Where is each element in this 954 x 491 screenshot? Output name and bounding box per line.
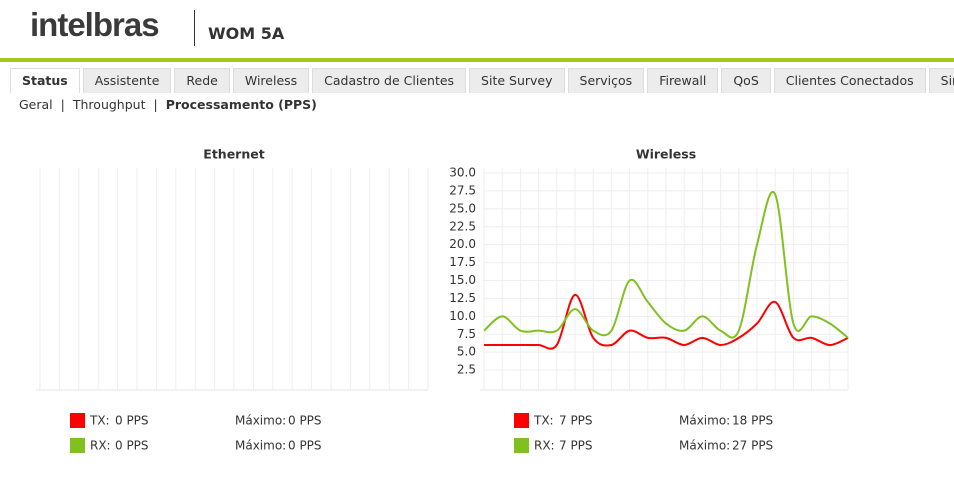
tab[interactable]: QoS (721, 68, 771, 93)
y-tick-label: 22.5 (449, 219, 476, 233)
tab-bar: Status Assistente Rede Wireless Cadastro de … (10, 68, 954, 93)
tab[interactable]: Serviços (567, 68, 645, 93)
legend-swatch (70, 413, 85, 428)
y-tick-label: 10.0 (449, 309, 476, 323)
legend-label: RX: (90, 439, 111, 453)
legend-value: 0 PPS (115, 414, 149, 428)
tab[interactable]: Status (10, 68, 80, 93)
legend-label: TX: (89, 414, 110, 428)
legend-label: RX: (534, 439, 555, 453)
y-tick-label: 15.0 (449, 273, 476, 287)
y-tick-label: 30.0 (449, 166, 476, 180)
legend-value: 7 PPS (559, 439, 593, 453)
legend-max-value: 0 PPS (288, 439, 322, 453)
legend-swatch (70, 438, 85, 453)
chart-title: Wireless (636, 147, 696, 162)
y-tick-label: 7.5 (457, 327, 476, 341)
legend-swatch (514, 438, 529, 453)
legend-label: TX: (533, 414, 554, 428)
subtab-bar: Geral | Throughput | Processamento (PPS) (19, 97, 317, 112)
model: WOM 5A (208, 24, 285, 43)
legend-swatch (514, 413, 529, 428)
tab[interactable]: Firewall (647, 68, 719, 93)
y-tick-label: 17.5 (449, 255, 476, 269)
legend-max-value: 18 PPS (732, 414, 773, 428)
tab[interactable]: Site Survey (469, 68, 565, 93)
legend-max-label: Máximo: (235, 439, 286, 453)
tab[interactable]: Rede (174, 68, 230, 93)
legend-max-value: 27 PPS (732, 439, 773, 453)
tab[interactable]: Wireless (232, 68, 310, 93)
y-tick-label: 25.0 (449, 201, 476, 215)
tab[interactable]: Assistente (82, 68, 172, 93)
legend-max-label: Máximo: (679, 439, 730, 453)
y-tick-label: 12.5 (449, 291, 476, 305)
chart-title: Ethernet (203, 147, 264, 162)
separator: | (153, 97, 158, 112)
separator (194, 10, 195, 46)
tab[interactable]: Cadastro de Clientes (312, 68, 467, 93)
logo: intelbras (30, 6, 160, 43)
subtab[interactable]: Geral (19, 97, 53, 112)
legend-max-label: Máximo: (235, 414, 286, 428)
header: intelbras WOM 5A (0, 0, 954, 62)
subtab[interactable]: Processamento (PPS) (165, 97, 317, 112)
series-line (483, 293, 849, 350)
y-tick-label: 5.0 (457, 345, 476, 359)
y-tick-label: 20.0 (449, 237, 476, 251)
legend-value: 0 PPS (115, 439, 149, 453)
subtab[interactable]: Throughput (72, 97, 146, 112)
y-tick-label: 27.5 (449, 183, 476, 197)
separator: | (60, 97, 65, 112)
legend-max-label: Máximo: (679, 414, 730, 428)
tab[interactable]: Sinal (928, 68, 954, 93)
y-tick-label: 2.5 (457, 363, 476, 377)
legend-value: 7 PPS (559, 414, 593, 428)
legend-max-value: 0 PPS (288, 414, 322, 428)
series-line (483, 191, 849, 339)
tab[interactable]: Clientes Conectados (773, 68, 926, 93)
